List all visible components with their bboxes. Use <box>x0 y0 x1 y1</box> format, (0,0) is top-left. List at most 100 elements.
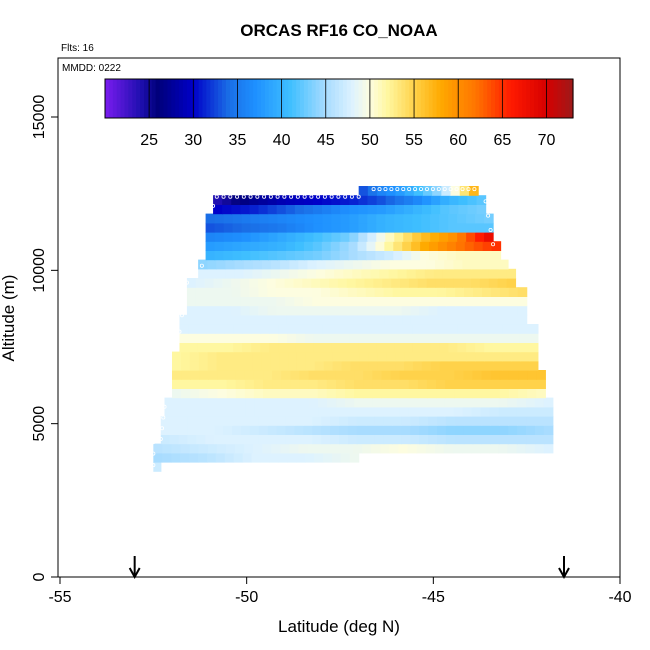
curtain-cell <box>411 241 421 251</box>
track-point <box>214 194 219 199</box>
curtain-cell <box>516 443 527 454</box>
curtain-cell <box>321 287 331 297</box>
curtain-cell <box>401 416 411 426</box>
curtain-cell <box>390 397 400 408</box>
curtain-cell <box>416 443 427 454</box>
colorbar-segment <box>327 79 332 118</box>
curtain-cell <box>197 452 208 463</box>
curtain-cell <box>312 434 322 445</box>
curtain-cell <box>472 416 483 426</box>
curtain-cell <box>454 379 464 389</box>
curtain-cell <box>198 443 209 454</box>
curtain-cell <box>385 213 395 224</box>
curtain-cell <box>286 342 297 353</box>
curtain-cell <box>444 406 455 417</box>
curtain-cell <box>385 324 396 334</box>
curtain-cell <box>325 259 336 270</box>
curtain-cell <box>286 222 297 233</box>
curtain-cell <box>345 397 355 408</box>
curtain-cell <box>206 333 216 343</box>
curtain-cell <box>171 443 182 454</box>
curtain-cell <box>397 268 408 279</box>
colorbar-segment <box>448 79 453 118</box>
curtain-cell <box>446 314 457 325</box>
curtain-cell <box>412 195 423 205</box>
curtain-cell <box>261 360 271 371</box>
curtain-cell <box>191 397 202 408</box>
curtain-cell <box>240 425 251 435</box>
curtain-cell <box>304 342 315 353</box>
curtain-cell <box>352 268 362 279</box>
curtain-cell <box>263 370 273 380</box>
curtain-cell <box>376 222 386 233</box>
curtain-cell <box>435 397 446 408</box>
curtain-cell <box>384 241 394 251</box>
curtain-cell <box>374 305 385 316</box>
curtain-cell <box>498 406 509 417</box>
curtain-cell <box>484 232 494 242</box>
track-point <box>158 436 163 441</box>
track-point <box>491 242 496 247</box>
colorbar-segment <box>510 79 516 118</box>
curtain-cell <box>222 204 232 215</box>
curtain-cell <box>286 241 296 251</box>
curtain-cell <box>399 379 410 389</box>
track-point <box>162 404 167 409</box>
colorbar-segment <box>198 79 204 118</box>
curtain-cell <box>446 287 456 297</box>
colorbar-segment <box>495 79 500 118</box>
curtain-cell <box>259 222 270 233</box>
curtain-cell <box>339 314 350 325</box>
curtain-cell <box>195 296 206 307</box>
curtain-cell <box>390 370 401 380</box>
curtain-cell <box>449 204 459 215</box>
curtain-cell <box>402 314 412 325</box>
colorbar-segment <box>272 79 278 118</box>
curtain-cell <box>390 388 401 399</box>
colorbar-segment <box>175 79 180 118</box>
colorbar-tick-label: 35 <box>229 132 247 149</box>
curtain-cell <box>527 370 537 380</box>
curtain-cell <box>294 241 305 251</box>
curtain-cell <box>455 305 465 316</box>
curtain-cell <box>517 314 528 325</box>
curtain-cell <box>244 388 255 399</box>
curtain-cell <box>349 195 360 205</box>
curtain-cell <box>464 287 474 297</box>
curtain-cell <box>172 351 182 362</box>
curtain-cell <box>235 443 245 454</box>
colorbar-segment <box>132 79 137 118</box>
curtain-cell <box>173 406 184 417</box>
curtain-cell <box>260 452 270 463</box>
curtain-cell <box>383 287 394 297</box>
curtain-cell <box>421 324 431 334</box>
colorbar-segment <box>428 79 434 118</box>
curtain-cell <box>358 333 369 343</box>
curtain-cell <box>180 351 191 362</box>
curtain-cell <box>234 351 244 362</box>
colorbar-segment <box>218 79 223 118</box>
track-point <box>419 187 424 192</box>
curtain-cell <box>381 406 391 417</box>
curtain-cell <box>294 425 304 435</box>
curtain-cell <box>354 406 364 417</box>
curtain-cell <box>241 222 252 233</box>
curtain-cell <box>458 204 469 215</box>
curtain-cell <box>205 434 215 445</box>
curtain-cell <box>236 406 247 417</box>
curtain-cell <box>268 232 279 242</box>
curtain-cell <box>467 204 478 215</box>
curtain-cell <box>241 241 251 251</box>
curtain-cell <box>302 278 312 288</box>
curtain-cell <box>408 406 418 417</box>
curtain-cell <box>475 213 485 224</box>
curtain-cell <box>334 259 345 270</box>
curtain-cell <box>392 296 403 307</box>
curtain-cell <box>444 278 454 288</box>
curtain-cell <box>374 296 385 307</box>
curtain-cell <box>261 351 271 362</box>
curtain-cell <box>381 370 392 380</box>
track-point <box>184 280 189 285</box>
curtain-cell <box>303 425 313 435</box>
track-point <box>383 187 388 192</box>
